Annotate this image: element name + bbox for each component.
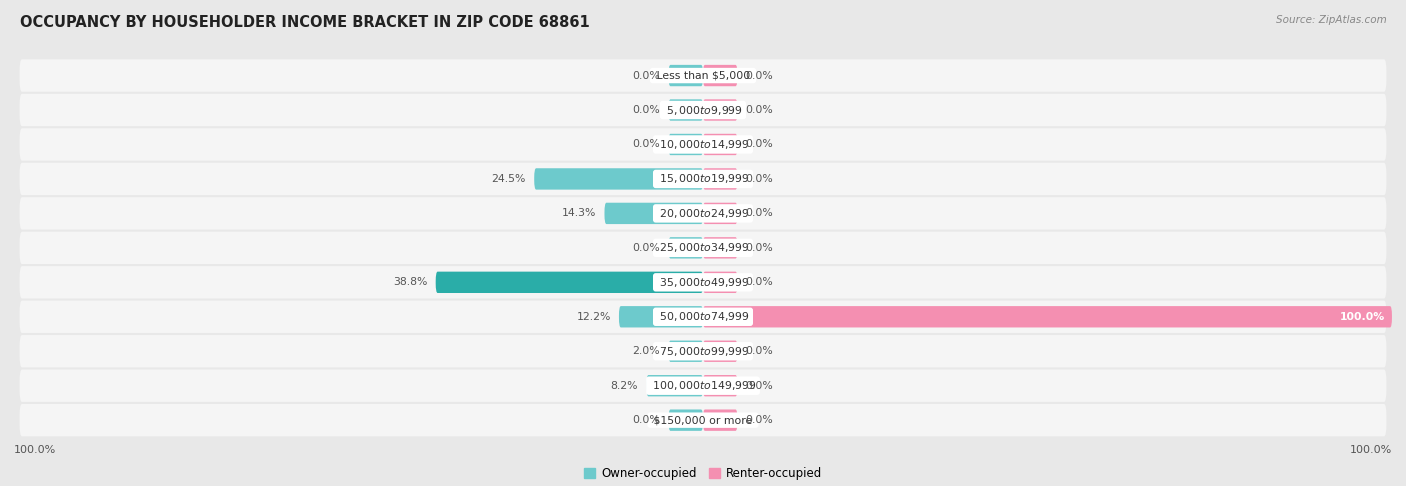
FancyBboxPatch shape bbox=[20, 404, 1386, 436]
FancyBboxPatch shape bbox=[703, 168, 738, 190]
Text: 24.5%: 24.5% bbox=[492, 174, 526, 184]
Text: $100,000 to $149,999: $100,000 to $149,999 bbox=[648, 379, 758, 392]
FancyBboxPatch shape bbox=[669, 65, 703, 86]
FancyBboxPatch shape bbox=[669, 410, 703, 431]
FancyBboxPatch shape bbox=[703, 134, 738, 155]
Text: 8.2%: 8.2% bbox=[610, 381, 638, 391]
Text: $10,000 to $14,999: $10,000 to $14,999 bbox=[655, 138, 751, 151]
Text: 0.0%: 0.0% bbox=[633, 243, 661, 253]
FancyBboxPatch shape bbox=[20, 232, 1386, 264]
FancyBboxPatch shape bbox=[669, 134, 703, 155]
Text: 0.0%: 0.0% bbox=[633, 139, 661, 150]
FancyBboxPatch shape bbox=[647, 375, 703, 397]
FancyBboxPatch shape bbox=[703, 65, 738, 86]
FancyBboxPatch shape bbox=[20, 266, 1386, 298]
FancyBboxPatch shape bbox=[20, 94, 1386, 126]
FancyBboxPatch shape bbox=[703, 341, 738, 362]
Text: 100.0%: 100.0% bbox=[1350, 445, 1392, 455]
FancyBboxPatch shape bbox=[20, 59, 1386, 92]
FancyBboxPatch shape bbox=[20, 335, 1386, 367]
Text: 0.0%: 0.0% bbox=[745, 139, 773, 150]
FancyBboxPatch shape bbox=[703, 410, 738, 431]
Text: Source: ZipAtlas.com: Source: ZipAtlas.com bbox=[1275, 15, 1386, 25]
Text: 0.0%: 0.0% bbox=[633, 415, 661, 425]
Text: Less than $5,000: Less than $5,000 bbox=[652, 70, 754, 81]
Text: 2.0%: 2.0% bbox=[633, 346, 661, 356]
FancyBboxPatch shape bbox=[703, 375, 738, 397]
Text: 100.0%: 100.0% bbox=[14, 445, 56, 455]
Text: $15,000 to $19,999: $15,000 to $19,999 bbox=[655, 173, 751, 186]
FancyBboxPatch shape bbox=[669, 341, 703, 362]
Text: 0.0%: 0.0% bbox=[745, 415, 773, 425]
Text: 0.0%: 0.0% bbox=[745, 105, 773, 115]
Text: $150,000 or more: $150,000 or more bbox=[650, 415, 756, 425]
Text: 14.3%: 14.3% bbox=[562, 208, 596, 218]
Text: 0.0%: 0.0% bbox=[745, 174, 773, 184]
FancyBboxPatch shape bbox=[436, 272, 703, 293]
FancyBboxPatch shape bbox=[703, 203, 738, 224]
Text: $5,000 to $9,999: $5,000 to $9,999 bbox=[662, 104, 744, 117]
FancyBboxPatch shape bbox=[669, 237, 703, 259]
Text: 0.0%: 0.0% bbox=[745, 381, 773, 391]
FancyBboxPatch shape bbox=[703, 237, 738, 259]
FancyBboxPatch shape bbox=[669, 99, 703, 121]
FancyBboxPatch shape bbox=[605, 203, 703, 224]
Text: $50,000 to $74,999: $50,000 to $74,999 bbox=[655, 310, 751, 323]
Legend: Owner-occupied, Renter-occupied: Owner-occupied, Renter-occupied bbox=[579, 462, 827, 485]
Text: 0.0%: 0.0% bbox=[745, 70, 773, 81]
Text: 100.0%: 100.0% bbox=[1340, 312, 1385, 322]
Text: 0.0%: 0.0% bbox=[633, 70, 661, 81]
FancyBboxPatch shape bbox=[20, 128, 1386, 161]
FancyBboxPatch shape bbox=[20, 197, 1386, 229]
Text: $75,000 to $99,999: $75,000 to $99,999 bbox=[655, 345, 751, 358]
FancyBboxPatch shape bbox=[20, 300, 1386, 333]
Text: 12.2%: 12.2% bbox=[576, 312, 610, 322]
Text: $25,000 to $34,999: $25,000 to $34,999 bbox=[655, 242, 751, 254]
Text: $20,000 to $24,999: $20,000 to $24,999 bbox=[655, 207, 751, 220]
FancyBboxPatch shape bbox=[534, 168, 703, 190]
FancyBboxPatch shape bbox=[703, 272, 738, 293]
Text: 38.8%: 38.8% bbox=[394, 278, 427, 287]
Text: 0.0%: 0.0% bbox=[745, 278, 773, 287]
FancyBboxPatch shape bbox=[703, 99, 738, 121]
FancyBboxPatch shape bbox=[20, 369, 1386, 402]
Text: 0.0%: 0.0% bbox=[745, 243, 773, 253]
FancyBboxPatch shape bbox=[703, 306, 1392, 328]
Text: 0.0%: 0.0% bbox=[745, 208, 773, 218]
Text: 0.0%: 0.0% bbox=[633, 105, 661, 115]
FancyBboxPatch shape bbox=[20, 163, 1386, 195]
Text: OCCUPANCY BY HOUSEHOLDER INCOME BRACKET IN ZIP CODE 68861: OCCUPANCY BY HOUSEHOLDER INCOME BRACKET … bbox=[20, 15, 589, 30]
FancyBboxPatch shape bbox=[619, 306, 703, 328]
Text: $35,000 to $49,999: $35,000 to $49,999 bbox=[655, 276, 751, 289]
Text: 0.0%: 0.0% bbox=[745, 346, 773, 356]
